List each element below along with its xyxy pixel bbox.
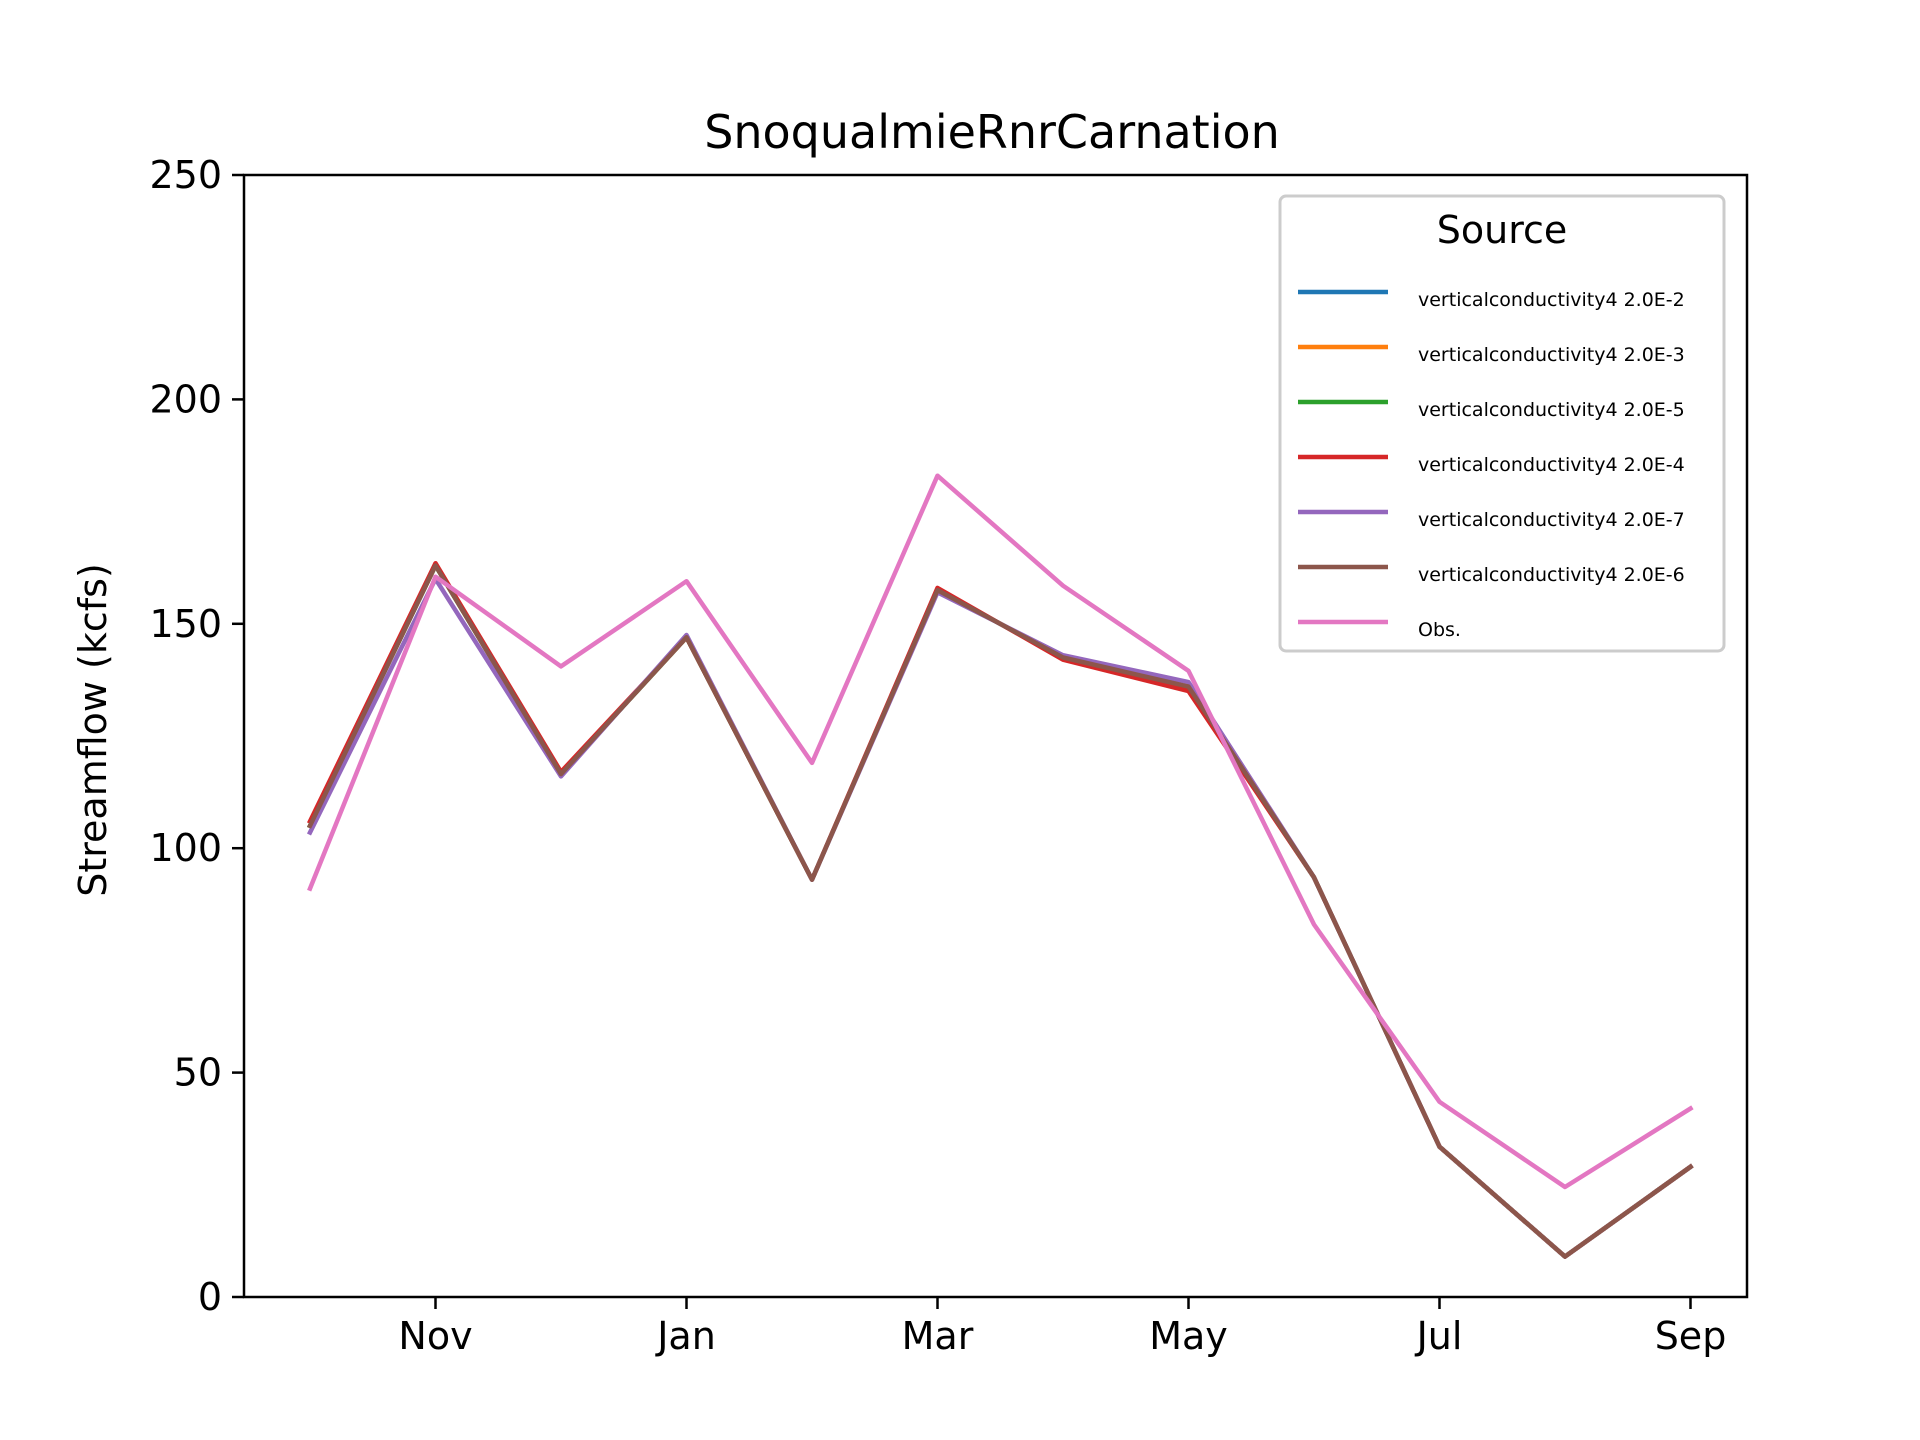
legend-frame — [1278, 194, 1726, 653]
legend-title: Source — [1437, 208, 1568, 252]
y-tick-label: 200 — [149, 377, 222, 421]
x-tick-label: Nov — [398, 1314, 472, 1358]
chart-title: SnoqualmieRnrCarnation — [704, 105, 1280, 159]
y-tick-label: 150 — [149, 602, 222, 646]
y-axis: 0 50 100 150 200 250 — [149, 153, 244, 1319]
x-axis: Nov Jan Mar May Jul Sep — [398, 1297, 1726, 1358]
legend-label: verticalconductivity4 2.0E-7 — [1418, 509, 1685, 531]
y-tick-label: 50 — [174, 1051, 222, 1095]
legend-label: verticalconductivity4 2.0E-5 — [1418, 399, 1685, 421]
plot-area — [306, 473, 1694, 1259]
legend-entries: verticalconductivity4 2.0E-2 verticalcond… — [1298, 289, 1685, 641]
y-tick-label: 100 — [149, 826, 222, 870]
x-tick-label: Jul — [1415, 1314, 1463, 1358]
x-tick-label: Mar — [902, 1314, 974, 1358]
y-tick-label: 0 — [198, 1275, 222, 1319]
y-tick-label: 250 — [149, 153, 222, 197]
x-tick-label: Sep — [1655, 1314, 1727, 1358]
legend: Source verticalconductivity4 2.0E-2verti… — [1278, 194, 1726, 653]
legend-label: verticalconductivity4 2.0E-2 — [1418, 289, 1685, 311]
y-axis-title: Streamflow (kcfs) — [71, 563, 115, 897]
series-line-5 — [306, 563, 1694, 1259]
legend-label: verticalconductivity4 2.0E-6 — [1418, 564, 1685, 586]
x-tick-label: May — [1149, 1314, 1228, 1358]
legend-label: Obs. — [1418, 619, 1461, 641]
series-line-6 — [307, 473, 1694, 1190]
legend-label: verticalconductivity4 2.0E-3 — [1418, 344, 1685, 366]
plot-frame — [242, 173, 1749, 1299]
x-tick-label: Jan — [655, 1314, 716, 1358]
legend-label: verticalconductivity4 2.0E-4 — [1418, 454, 1685, 476]
